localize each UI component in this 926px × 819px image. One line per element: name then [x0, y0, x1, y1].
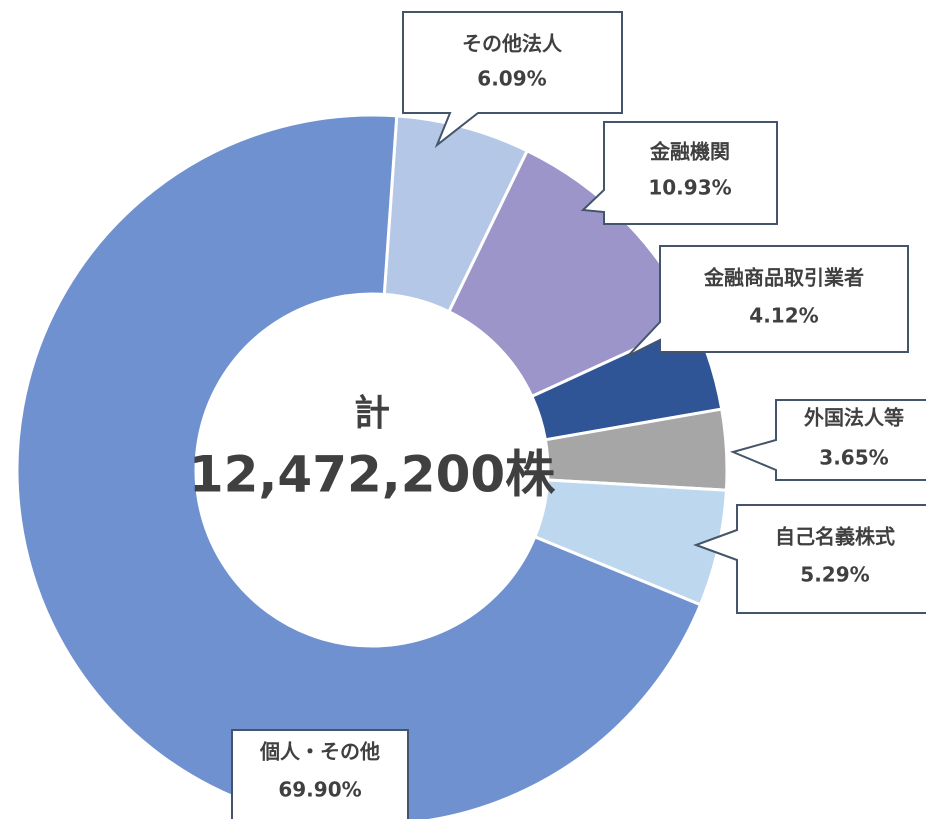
value-label: 10.93% — [648, 176, 731, 200]
value-label: 3.65% — [819, 446, 888, 470]
callout — [627, 245, 909, 357]
category-label: 個人・その他 — [259, 740, 380, 764]
center-title: 計 — [354, 393, 390, 434]
value-label: 6.09% — [477, 67, 546, 91]
category-label: その他法人 — [462, 32, 563, 56]
category-label: 外国法人等 — [804, 406, 904, 430]
callout — [580, 121, 778, 225]
category-label: 金融機関 — [649, 140, 730, 164]
value-label: 69.90% — [278, 778, 361, 802]
value-label: 4.12% — [749, 304, 818, 328]
callout — [693, 504, 926, 614]
category-label: 金融商品取引業者 — [703, 266, 864, 290]
category-label: 自己名義株式 — [775, 525, 895, 549]
callout — [729, 399, 926, 481]
slice — [15, 113, 703, 819]
center-total: 12,472,200株 — [189, 446, 556, 504]
callout — [231, 729, 409, 819]
callout — [402, 11, 623, 149]
value-label: 5.29% — [800, 563, 869, 587]
